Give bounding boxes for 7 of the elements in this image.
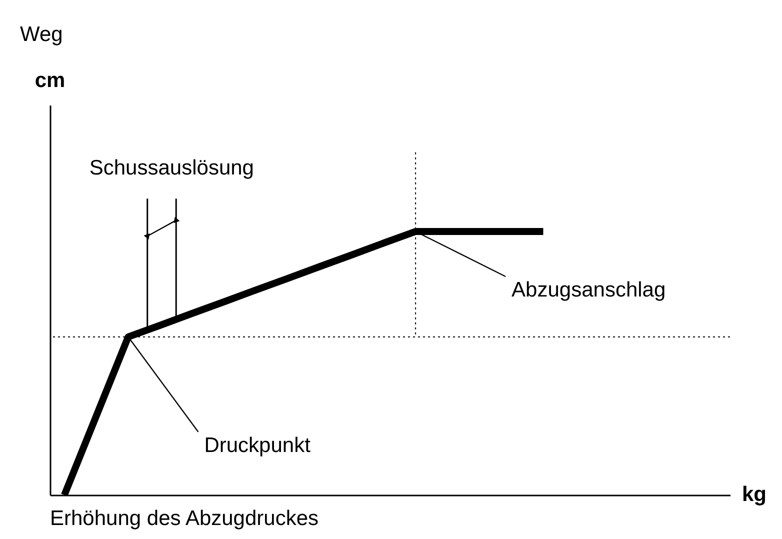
text: Erhöhung des Abzugdruckes — [50, 507, 319, 530]
text: cm — [34, 69, 66, 92]
annotation: Abzugsanschlag — [512, 278, 666, 302]
text: Schussauslösung — [89, 156, 254, 180]
annotation: Druckpunkt — [204, 434, 311, 457]
text: kg — [742, 483, 767, 506]
text: Weg — [20, 23, 63, 46]
